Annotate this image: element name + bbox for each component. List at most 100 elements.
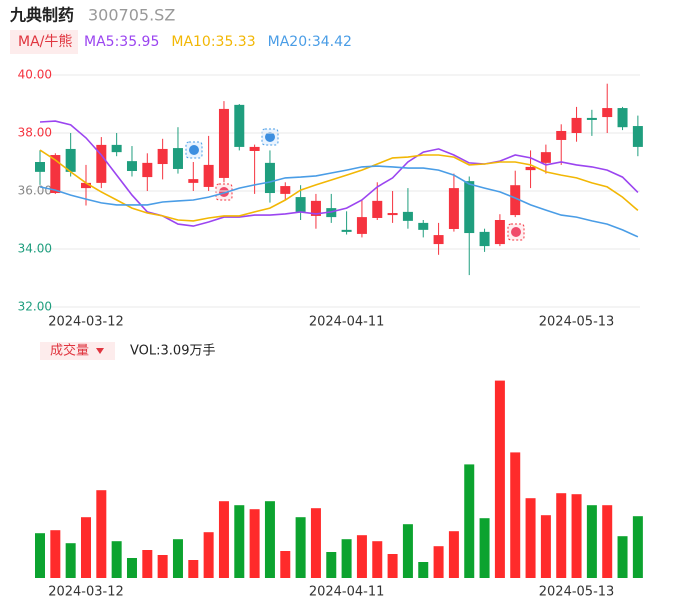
volume-bar bbox=[387, 554, 398, 578]
volume-bar bbox=[418, 562, 429, 578]
candle-body bbox=[372, 200, 383, 218]
volume-bar bbox=[264, 501, 275, 578]
candle-body bbox=[264, 162, 275, 194]
candle-body bbox=[249, 146, 260, 151]
volume-bar bbox=[35, 533, 45, 578]
candle-body bbox=[111, 144, 122, 153]
candle-body bbox=[80, 182, 91, 189]
volume-bar bbox=[96, 490, 107, 578]
volume-bar bbox=[556, 493, 567, 578]
candle-body bbox=[157, 148, 168, 165]
legend-entry: MA20:34.42 bbox=[268, 34, 352, 50]
candle-body bbox=[402, 211, 413, 221]
x-tick-label: 2024-05-13 bbox=[539, 315, 615, 330]
y-tick-label: 34.00 bbox=[18, 242, 52, 256]
indicator-button[interactable]: MA/牛熊 bbox=[18, 34, 72, 50]
candle-body bbox=[510, 185, 521, 216]
candle-body bbox=[632, 126, 643, 147]
volume-bar bbox=[65, 543, 76, 578]
volume-bar bbox=[571, 494, 582, 578]
indicator-button-bg[interactable] bbox=[10, 30, 78, 54]
candle-body bbox=[35, 162, 45, 172]
volume-bar bbox=[525, 498, 536, 578]
dropdown-arrow[interactable] bbox=[96, 348, 104, 354]
volume-bar bbox=[602, 505, 613, 578]
candle-body bbox=[280, 186, 291, 194]
volume-bar bbox=[203, 532, 214, 578]
volume-bar bbox=[142, 550, 153, 578]
volume-bar bbox=[218, 501, 229, 578]
candle-body bbox=[602, 108, 613, 118]
signal-icon-dot bbox=[219, 187, 229, 197]
candle-body bbox=[218, 108, 229, 178]
candle-body bbox=[433, 235, 444, 245]
candle-body bbox=[387, 213, 398, 216]
volume-bar bbox=[372, 541, 383, 578]
volume-bar bbox=[510, 452, 521, 578]
volume-bar bbox=[310, 508, 321, 578]
volume-bar bbox=[295, 517, 306, 578]
volume-bar bbox=[157, 555, 168, 578]
candle-body bbox=[234, 104, 245, 147]
volume-label: VOL:3.09万手 bbox=[130, 344, 215, 359]
candle-body bbox=[418, 222, 429, 230]
y-tick-label: 32.00 bbox=[18, 300, 52, 314]
candle-body bbox=[448, 188, 459, 229]
y-tick-label: 36.00 bbox=[18, 184, 52, 198]
volume-bar bbox=[433, 546, 444, 578]
volume-bar bbox=[617, 536, 628, 578]
candle-body bbox=[295, 197, 306, 212]
volume-button[interactable]: 成交量 bbox=[50, 343, 89, 359]
volume-bar bbox=[632, 516, 643, 578]
candle-body bbox=[479, 231, 490, 247]
signal-icon-dot bbox=[265, 132, 275, 142]
volume-bar bbox=[586, 505, 597, 578]
candle-body bbox=[96, 144, 107, 183]
legend-entry: MA5:35.95 bbox=[84, 34, 159, 50]
ma-line bbox=[39, 120, 639, 227]
volume-bar bbox=[326, 552, 337, 578]
candle-body bbox=[571, 117, 582, 133]
volume-bar bbox=[188, 560, 199, 578]
volume-bar bbox=[234, 505, 245, 578]
volume-button-bg[interactable] bbox=[40, 342, 115, 360]
candle-body bbox=[464, 181, 475, 234]
candle-body bbox=[310, 200, 321, 216]
x-tick-label: 2024-04-11 bbox=[309, 315, 385, 330]
volume-bar bbox=[402, 524, 413, 578]
candle-body bbox=[203, 164, 214, 187]
volume-bar bbox=[494, 380, 505, 578]
candle-body bbox=[172, 148, 183, 169]
x-tick-label: 2024-04-11 bbox=[309, 585, 385, 600]
volume-bar bbox=[111, 541, 122, 578]
candle-body bbox=[65, 148, 76, 172]
volume-bar bbox=[479, 518, 490, 578]
volume-bar bbox=[540, 515, 551, 578]
volume-bar bbox=[356, 535, 367, 578]
y-tick-label: 38.00 bbox=[18, 126, 52, 140]
x-tick-label: 2024-03-12 bbox=[48, 585, 124, 600]
volume-bar bbox=[341, 539, 352, 578]
signal-icon-dot bbox=[511, 227, 521, 237]
signal-icon-dot bbox=[189, 145, 199, 155]
candle-body bbox=[356, 217, 367, 234]
ma-line bbox=[39, 149, 639, 222]
candle-body bbox=[188, 179, 199, 183]
candle-body bbox=[341, 229, 352, 232]
volume-bar bbox=[280, 551, 291, 578]
ma-line bbox=[39, 165, 639, 238]
candle-body bbox=[586, 117, 597, 120]
stock-name: 九典制药 bbox=[9, 6, 74, 25]
volume-bar bbox=[80, 517, 91, 578]
volume-bar bbox=[448, 531, 459, 578]
x-tick-label: 2024-05-13 bbox=[539, 585, 615, 600]
volume-bar bbox=[172, 539, 183, 578]
candle-body bbox=[617, 108, 628, 128]
candle-body bbox=[556, 130, 567, 140]
stock-code: 300705.SZ bbox=[88, 6, 175, 25]
candle-body bbox=[126, 161, 137, 171]
volume-bar bbox=[50, 530, 61, 578]
legend-entry: MA10:35.33 bbox=[171, 34, 255, 50]
volume-bar bbox=[464, 464, 475, 578]
